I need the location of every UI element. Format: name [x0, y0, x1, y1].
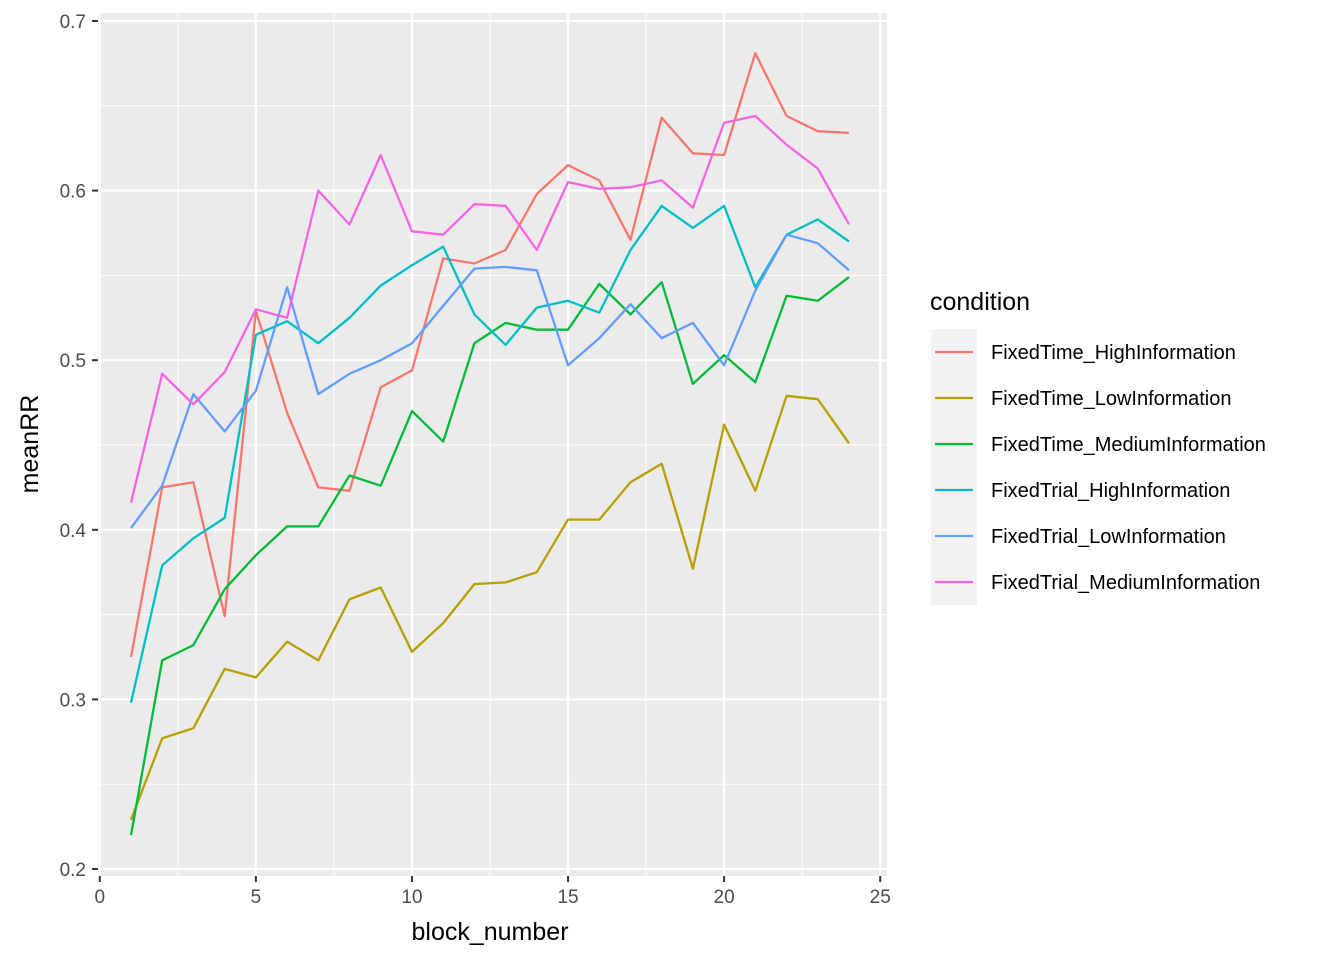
x-axis: 0 5 10 15 20 25	[94, 876, 891, 908]
x-axis-title: block_number	[411, 918, 568, 946]
legend-label: FixedTime_LowInformation	[991, 388, 1231, 410]
y-axis: 0.2 0.3 0.4 0.5 0.6 0.7	[60, 12, 98, 881]
series-line	[129, 394, 850, 821]
legend-label: FixedTrial_HighInformation	[991, 480, 1230, 502]
x-tick-label: 10	[401, 887, 422, 908]
series-lines	[129, 52, 851, 836]
legend-label: FixedTrial_LowInformation	[991, 526, 1226, 548]
legend: condition FixedTime_HighInformationFixed…	[930, 288, 1266, 605]
x-tick-label: 25	[870, 887, 891, 908]
series-line	[129, 204, 850, 704]
x-tick-label: 0	[94, 887, 105, 908]
legend-label: FixedTrial_MediumInformation	[991, 572, 1260, 594]
series-line	[129, 276, 850, 836]
y-tick-label: 0.4	[60, 521, 87, 542]
y-tick-label: 0.3	[60, 690, 86, 711]
legend-label: FixedTime_HighInformation	[991, 342, 1236, 364]
legend-title: condition	[930, 288, 1030, 316]
series-line	[130, 233, 850, 529]
y-tick-label: 0.2	[60, 860, 86, 881]
legend-items: FixedTime_HighInformation FixedTime_LowIn…	[935, 342, 1266, 594]
y-tick-label: 0.6	[60, 182, 86, 203]
x-tick-label: 15	[557, 887, 578, 908]
y-tick-label: 0.7	[60, 12, 86, 33]
legend-key-background	[931, 329, 977, 605]
y-tick-label: 0.5	[60, 351, 86, 372]
minor-gridlines	[98, 13, 887, 876]
major-gridlines	[98, 13, 887, 876]
legend-label: FixedTime_MediumInformation	[991, 434, 1266, 456]
x-tick-label: 20	[714, 887, 735, 908]
series-line	[129, 114, 851, 503]
y-axis-title: meanRR	[16, 395, 44, 494]
x-tick-label: 5	[251, 887, 262, 908]
